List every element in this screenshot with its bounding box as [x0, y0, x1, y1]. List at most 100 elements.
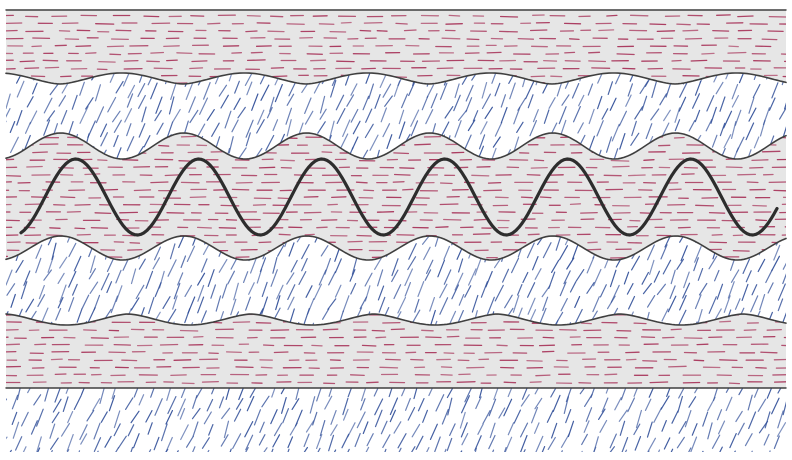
blue-stroke-mark	[397, 296, 406, 314]
red-stroke-mark	[318, 23, 335, 25]
red-stroke-mark	[376, 30, 388, 32]
blue-stroke-mark	[6, 283, 16, 296]
blue-stroke-mark	[447, 310, 457, 325]
blue-stroke-mark	[719, 96, 726, 112]
blue-stroke-mark	[267, 448, 274, 452]
blue-stroke-mark	[79, 105, 89, 124]
blue-stroke-mark	[316, 388, 323, 402]
blue-stroke-mark	[46, 450, 53, 452]
red-stroke-mark	[440, 366, 453, 369]
blue-stroke-mark	[526, 282, 536, 298]
blue-stroke-mark	[169, 243, 176, 260]
blue-stroke-mark	[513, 106, 521, 125]
red-stroke-mark	[379, 366, 399, 369]
blue-stroke-mark	[631, 120, 637, 137]
blue-stroke-mark	[65, 388, 72, 394]
blue-stroke-mark	[24, 134, 31, 149]
blue-stroke-mark	[296, 236, 306, 243]
blue-stroke-mark	[630, 132, 640, 146]
blue-stroke-mark	[100, 132, 109, 147]
blue-stroke-mark	[365, 108, 373, 123]
blue-stroke-mark	[393, 421, 402, 434]
blue-stroke-mark	[154, 282, 162, 298]
red-stroke-mark	[737, 15, 754, 18]
blue-stroke-mark	[51, 242, 57, 261]
blue-stroke-mark	[365, 73, 372, 84]
red-stroke-mark	[588, 51, 601, 54]
blue-stroke-mark	[516, 121, 524, 133]
red-stroke-mark	[781, 203, 786, 206]
blue-stroke-mark	[507, 388, 515, 398]
blue-stroke-mark	[130, 410, 140, 424]
blue-stroke-mark	[512, 295, 520, 313]
blue-stroke-mark	[269, 96, 275, 112]
blue-stroke-mark	[76, 307, 83, 323]
blue-stroke-mark	[653, 270, 661, 283]
blue-stroke-mark	[661, 308, 669, 322]
blue-stroke-mark	[0, 325, 4, 336]
blue-stroke-mark	[350, 283, 357, 295]
red-stroke-mark	[761, 38, 778, 41]
blue-stroke-mark	[166, 121, 174, 139]
blue-stroke-mark	[641, 450, 650, 452]
red-stroke-mark	[189, 196, 207, 199]
blue-stroke-mark	[454, 83, 460, 99]
red-stroke-mark	[304, 233, 315, 236]
blue-stroke-mark	[491, 73, 497, 84]
red-stroke-mark	[627, 174, 646, 177]
blue-stroke-mark	[627, 83, 634, 97]
blue-stroke-mark	[633, 388, 640, 397]
blue-stroke-mark	[521, 388, 529, 400]
blue-stroke-mark	[155, 96, 163, 114]
blue-stroke-mark	[443, 245, 450, 260]
blue-stroke-mark	[422, 409, 428, 423]
blue-stroke-mark	[265, 134, 275, 151]
blue-stroke-mark	[541, 285, 551, 298]
blue-stroke-mark	[458, 258, 464, 273]
blue-stroke-mark	[688, 119, 696, 132]
blue-stroke-mark	[716, 409, 723, 421]
blue-stroke-mark	[172, 108, 181, 123]
blue-stroke-mark	[113, 410, 121, 429]
blue-stroke-mark	[763, 433, 770, 446]
blue-stroke-mark	[233, 408, 242, 422]
blue-stroke-mark	[290, 259, 298, 273]
blue-stroke-mark	[147, 422, 153, 435]
blue-stroke-mark	[484, 106, 493, 120]
blue-stroke-mark	[256, 268, 263, 284]
blue-stroke-mark	[188, 96, 196, 113]
blue-stroke-mark	[503, 398, 513, 417]
blue-stroke-mark	[6, 73, 7, 84]
blue-stroke-mark	[11, 411, 18, 425]
blue-stroke-mark	[478, 134, 486, 150]
blue-stroke-mark	[207, 269, 215, 287]
blue-stroke-mark	[304, 110, 314, 125]
blue-stroke-mark	[246, 81, 253, 96]
blue-stroke-mark	[646, 295, 656, 308]
red-stroke-mark	[50, 358, 63, 361]
blue-stroke-mark	[49, 423, 56, 439]
blue-stroke-mark	[351, 257, 358, 275]
blue-stroke-mark	[388, 388, 395, 398]
blue-stroke-mark	[664, 448, 674, 452]
blue-stroke-mark	[634, 106, 644, 120]
blue-stroke-mark	[407, 256, 417, 271]
red-stroke-mark	[580, 211, 598, 214]
red-stroke-mark	[683, 166, 699, 169]
blue-stroke-mark	[410, 120, 419, 137]
blue-stroke-mark	[430, 93, 438, 109]
blue-stroke-mark	[688, 396, 697, 408]
blue-stroke-mark	[359, 149, 369, 159]
blue-stroke-mark	[406, 446, 416, 452]
blue-stroke-mark	[435, 394, 445, 412]
blue-stroke-mark	[364, 123, 374, 139]
blue-stroke-mark	[237, 106, 246, 119]
blue-stroke-mark	[504, 436, 513, 452]
blue-stroke-mark	[282, 408, 289, 424]
blue-stroke-mark	[609, 97, 617, 111]
blue-stroke-mark	[723, 110, 733, 129]
blue-stroke-mark	[451, 284, 459, 300]
blue-stroke-mark	[708, 255, 718, 270]
blue-stroke-mark	[691, 423, 698, 436]
blue-stroke-mark	[6, 436, 8, 448]
